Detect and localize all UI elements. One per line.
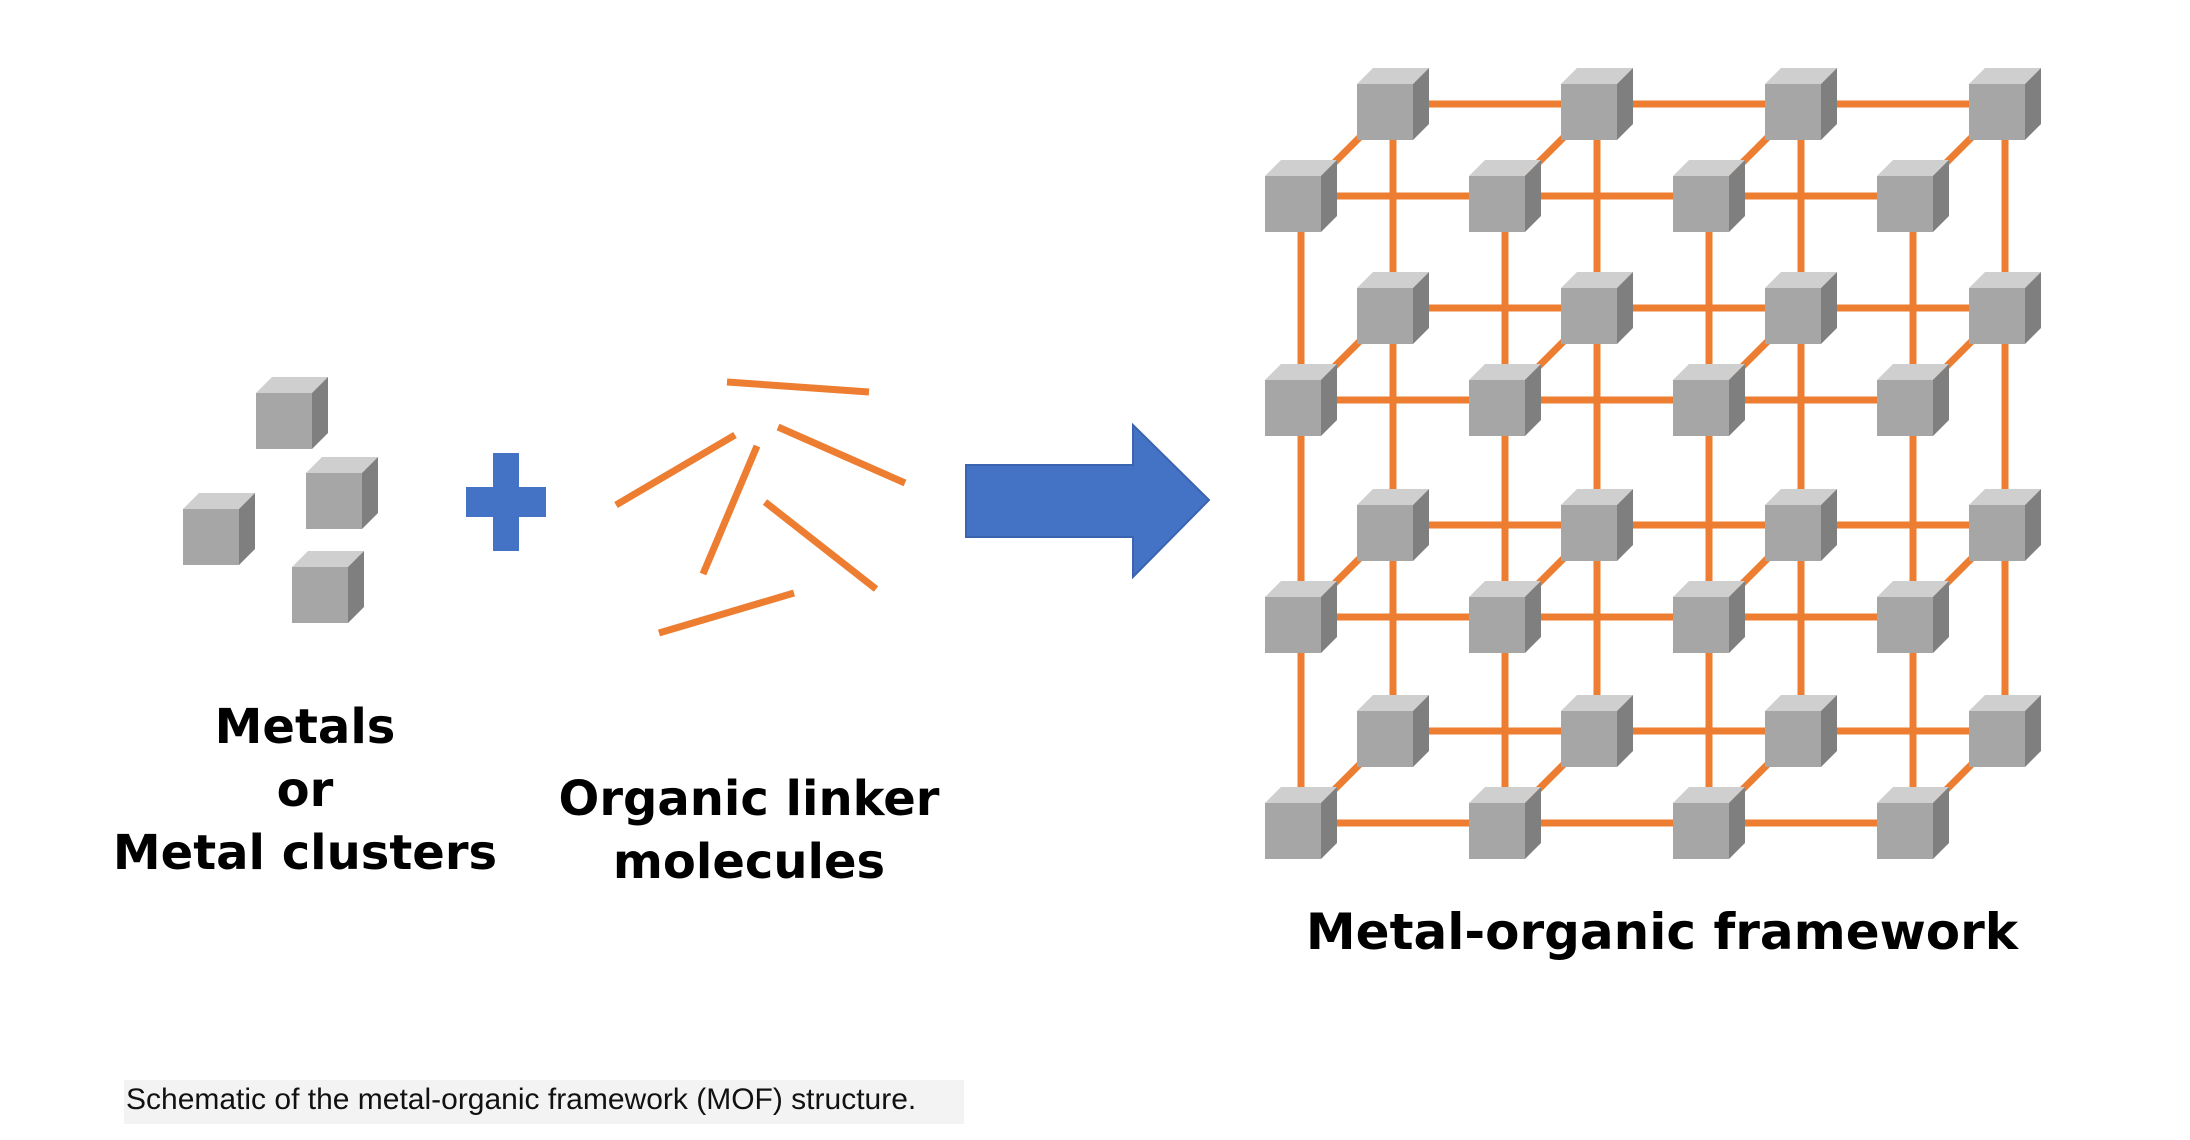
framework-node-cube (1765, 695, 1837, 767)
framework-node-cube (1673, 787, 1745, 859)
framework-node-cube (1357, 272, 1429, 344)
framework-node-cube (1969, 272, 2041, 344)
metal-cube (292, 551, 364, 623)
framework-node-cube (1265, 364, 1337, 436)
framework-node-cube (1765, 272, 1837, 344)
framework-node-cube (1469, 364, 1541, 436)
framework-node-cube (1877, 581, 1949, 653)
framework-node-cube (1357, 68, 1429, 140)
organic-linkers-group (614, 378, 907, 637)
framework-node-cube (1765, 489, 1837, 561)
reaction-arrow-icon (965, 422, 1211, 580)
framework-node-cube (1469, 160, 1541, 232)
framework-node-cube (1357, 489, 1429, 561)
framework-node-cube (1673, 160, 1745, 232)
linker-stick (726, 378, 870, 396)
linker-stick (614, 431, 737, 509)
framework-node-cube (1969, 68, 2041, 140)
framework-node-cube (1357, 695, 1429, 767)
framework-node-cube (1265, 787, 1337, 859)
framework-node-cube (1561, 695, 1633, 767)
molecules-label: molecules (613, 834, 885, 890)
metals-label: Metals (215, 699, 396, 755)
metal-cube (183, 493, 255, 565)
metal-cube (256, 377, 328, 449)
mof-framework (1265, 68, 2041, 859)
figure-caption: Schematic of the metal-organic framework… (126, 1083, 917, 1116)
framework-node-cube (1673, 581, 1745, 653)
framework-node-cube (1561, 68, 1633, 140)
framework-node-cube (1469, 581, 1541, 653)
metal-clusters-label: Metal clusters (113, 825, 497, 881)
framework-node-cube (1877, 364, 1949, 436)
organic-linker-label: Organic linker (559, 771, 940, 827)
framework-node-cube (1469, 787, 1541, 859)
metal-clusters-group (183, 377, 378, 623)
linker-stick (699, 444, 761, 576)
framework-node-cube (1673, 364, 1745, 436)
framework-node-cube (1969, 489, 2041, 561)
framework-node-cube (1561, 489, 1633, 561)
caption-background (124, 1080, 964, 1124)
framework-node-cube (1561, 272, 1633, 344)
framework-node-cube (1969, 695, 2041, 767)
framework-label: Metal-organic framework (1306, 903, 2020, 961)
framework-node-cube (1265, 160, 1337, 232)
linker-stick (762, 499, 879, 592)
metals-or-label: or (277, 762, 334, 818)
metal-cube (306, 457, 378, 529)
framework-node-cube (1765, 68, 1837, 140)
plus-icon (466, 453, 546, 551)
framework-node-cube (1265, 581, 1337, 653)
framework-node-cube (1877, 787, 1949, 859)
linker-stick (658, 589, 795, 637)
linker-stick (776, 423, 907, 487)
framework-node-cube (1877, 160, 1949, 232)
